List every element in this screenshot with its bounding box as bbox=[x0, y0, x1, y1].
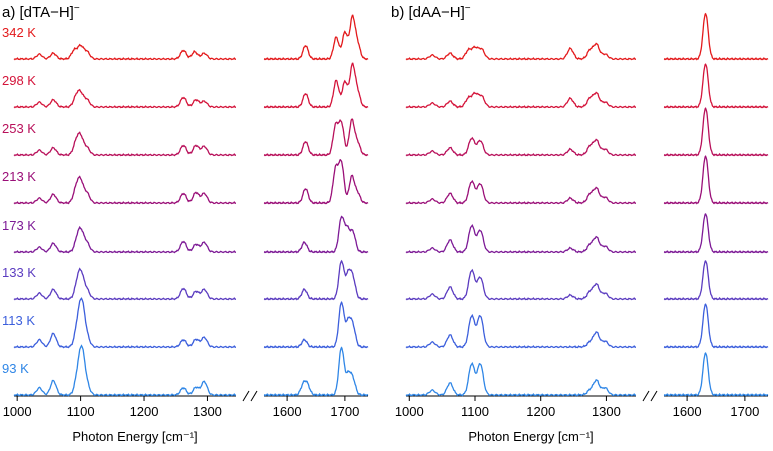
panel-a-title: a) [dTA−H]− bbox=[2, 3, 80, 21]
panel-b-trace-253K-seg2 bbox=[663, 107, 769, 157]
panel-a-trace-93K-seg2 bbox=[263, 346, 369, 397]
panel-a-trace-173K-seg2 bbox=[263, 215, 369, 254]
panel-b-trace-173K-seg2 bbox=[663, 213, 769, 254]
panel-b-tick-label-1300: 1300 bbox=[592, 404, 621, 419]
panel-b-trace-133K-seg1 bbox=[405, 268, 636, 301]
panel-b-trace-133K-seg2 bbox=[663, 260, 769, 301]
panel-b-tick-label-1200: 1200 bbox=[526, 404, 555, 419]
panel-a-trace-213K-seg1 bbox=[13, 175, 236, 205]
panel-a-trace-173K-seg1 bbox=[13, 225, 236, 254]
panel-a-trace-133K-seg1 bbox=[13, 267, 236, 301]
panel-b-trace-298K-seg2 bbox=[663, 63, 769, 109]
panel-b-trace-93K-seg2 bbox=[663, 352, 769, 397]
panel-a-trace-342K-seg2 bbox=[263, 14, 369, 61]
panel-a-trace-253K-seg2 bbox=[263, 118, 369, 157]
panel-a-tick-label-1100: 1100 bbox=[67, 404, 95, 419]
panel-a-trace-298K-seg2 bbox=[263, 62, 369, 109]
panel-b-axis-break-2 bbox=[650, 390, 658, 402]
panel-a-trace-113K-seg1 bbox=[13, 297, 236, 349]
temperature-label-253K: 253 K bbox=[2, 121, 36, 136]
temperature-label-113K: 113 K bbox=[2, 313, 35, 328]
panel-b-trace-342K-seg1 bbox=[405, 42, 636, 61]
panel-a-xlabel: Photon Energy [cm⁻¹] bbox=[72, 429, 197, 444]
temperature-label-173K: 173 K bbox=[2, 218, 36, 233]
panel-b-trace-213K-seg2 bbox=[663, 155, 769, 205]
panel-b-trace-113K-seg1 bbox=[405, 313, 636, 349]
panel-a-axis-break-1 bbox=[242, 390, 250, 402]
panel-a-tick-label-1600: 1600 bbox=[273, 404, 302, 419]
panel-a-tick-label-1200: 1200 bbox=[130, 404, 159, 419]
temperature-label-133K: 133 K bbox=[2, 265, 36, 280]
temperature-label-298K: 298 K bbox=[2, 73, 36, 88]
panel-a-trace-133K-seg2 bbox=[263, 259, 369, 301]
panel-b-tick-label-1100: 1100 bbox=[461, 404, 489, 419]
panel-a-tick-label-1700: 1700 bbox=[330, 404, 359, 419]
panel-b-trace-213K-seg1 bbox=[405, 179, 636, 205]
panel-b-title: b) [dAA−H]− bbox=[391, 3, 471, 21]
temperature-label-342K: 342 K bbox=[2, 25, 36, 40]
panel-b-xlabel: Photon Energy [cm⁻¹] bbox=[468, 429, 593, 444]
panel-b-tick-label-1700: 1700 bbox=[730, 404, 759, 419]
panel-a-trace-298K-seg1 bbox=[13, 88, 236, 109]
panel-b-trace-298K-seg1 bbox=[405, 91, 636, 109]
panel-b-tick-label-1600: 1600 bbox=[673, 404, 702, 419]
panel-a-tick-label-1300: 1300 bbox=[193, 404, 222, 419]
panel-a-trace-93K-seg1 bbox=[13, 344, 236, 397]
panel-a-trace-213K-seg2 bbox=[263, 159, 369, 205]
panel-a-trace-253K-seg1 bbox=[13, 131, 236, 157]
panel-b-axis-break-1 bbox=[642, 390, 650, 402]
panel-a-axis-break-2 bbox=[250, 390, 258, 402]
panel-a-trace-113K-seg2 bbox=[263, 300, 369, 349]
panel-b-trace-173K-seg1 bbox=[405, 223, 636, 254]
panel-b-trace-113K-seg2 bbox=[663, 303, 769, 349]
panel-b-tick-label-1000: 1000 bbox=[395, 404, 424, 419]
panel-b-trace-93K-seg1 bbox=[405, 361, 636, 397]
panel-a-trace-342K-seg1 bbox=[13, 43, 236, 61]
panel-b-trace-253K-seg1 bbox=[405, 136, 636, 157]
panel-b-trace-342K-seg2 bbox=[663, 12, 769, 61]
temperature-label-93K: 93 K bbox=[2, 361, 29, 376]
panel-a-tick-label-1000: 1000 bbox=[3, 404, 32, 419]
temperature-label-213K: 213 K bbox=[2, 169, 36, 184]
